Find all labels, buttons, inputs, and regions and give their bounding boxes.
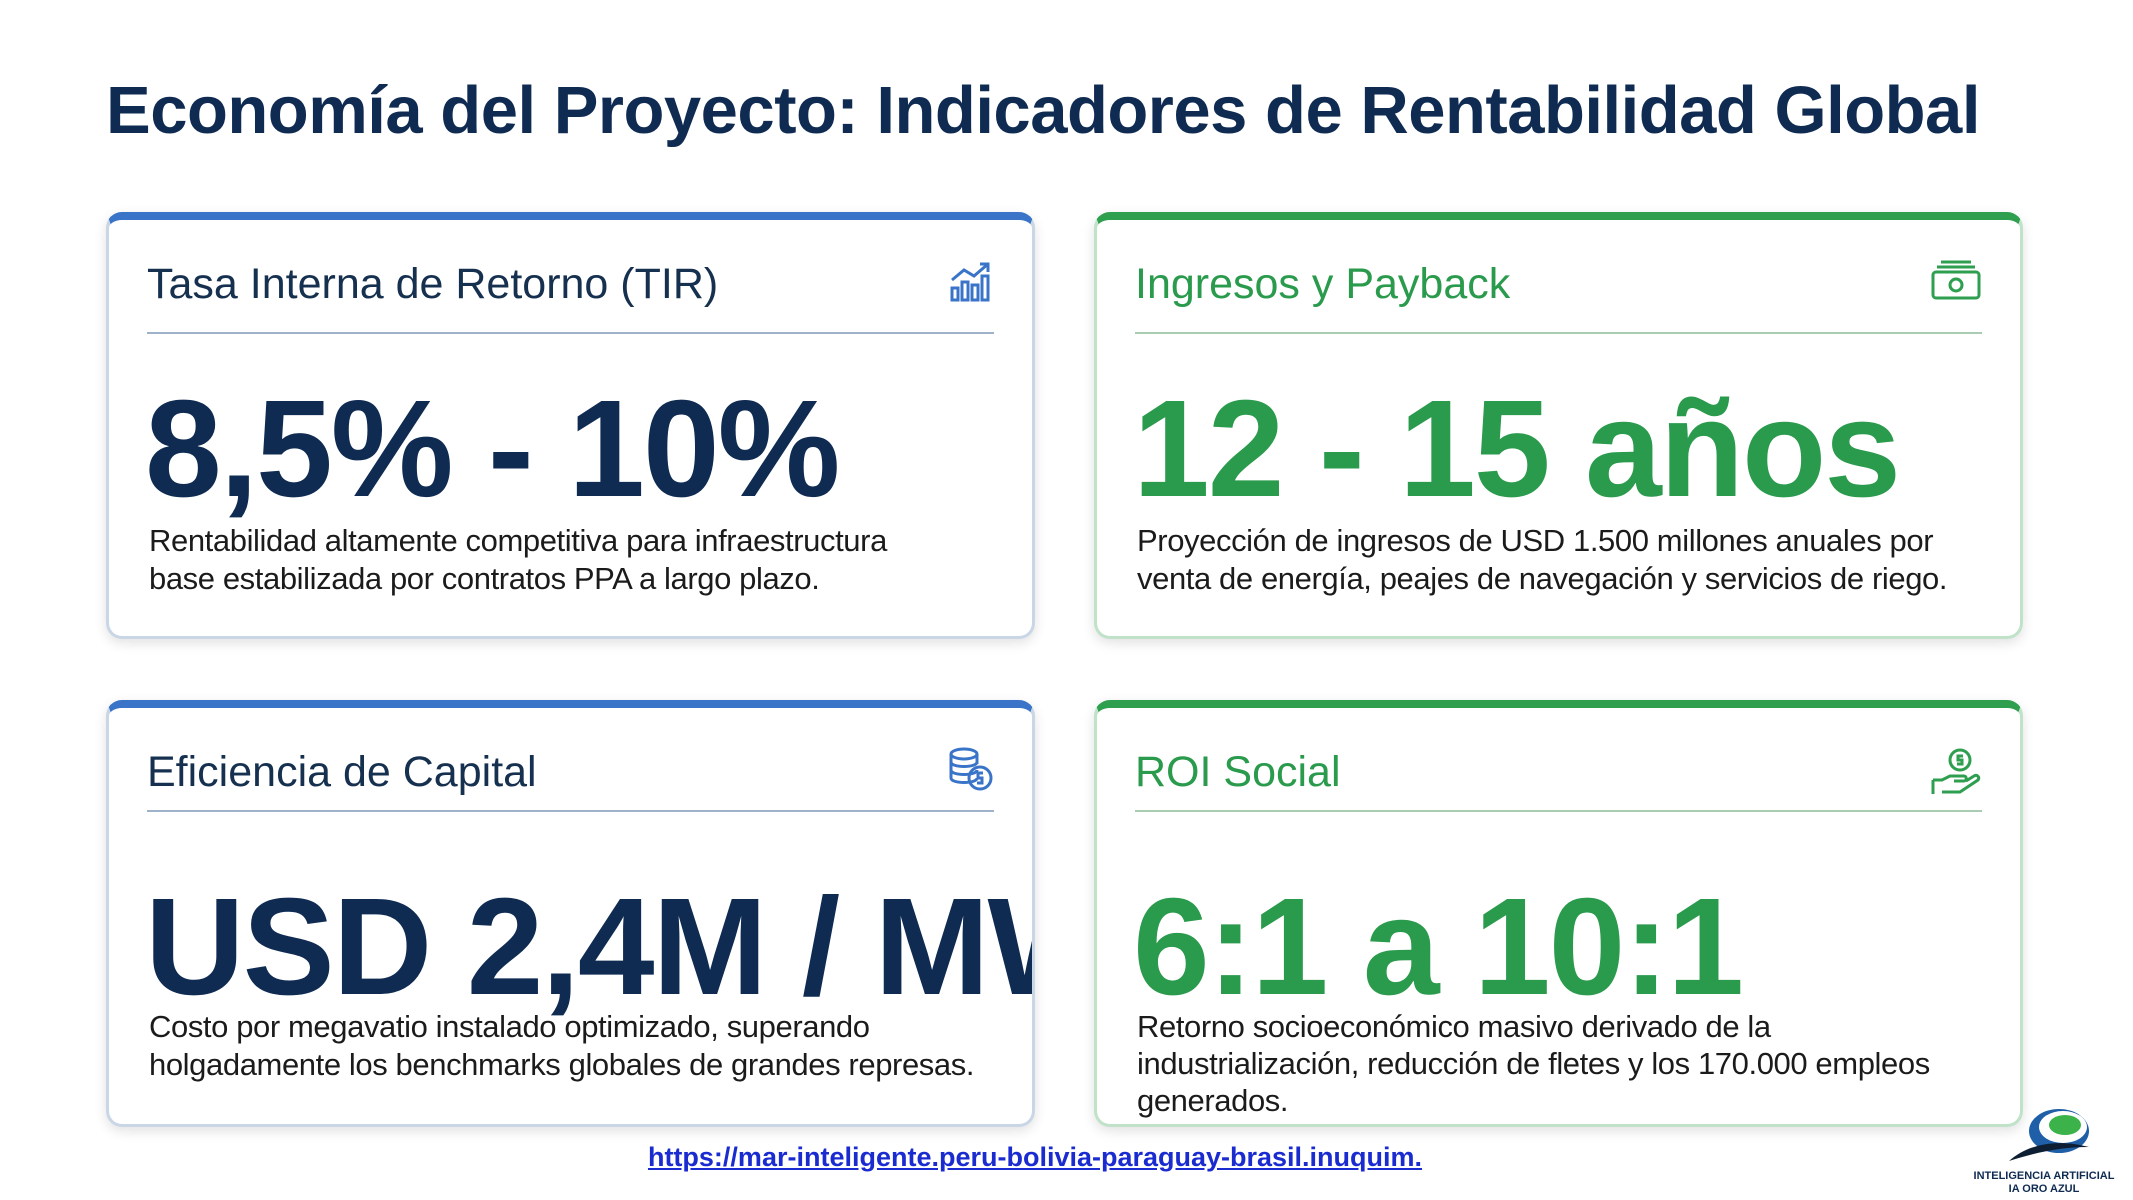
logo-text: IA ORO AZUL: [2008, 1183, 2080, 1195]
card: ROI Social 6:1 a 10:1 Retorno socioeconó…: [1094, 700, 2023, 1127]
description-line: holgadamente los benchmarks globales de …: [149, 1047, 975, 1082]
description-line: Rentabilidad altamente competitiva para …: [149, 523, 887, 558]
card-title: Tasa Interna de Retorno (TIR): [147, 260, 719, 308]
description-line: venta de energía, peajes de navegación y…: [1137, 561, 1948, 596]
card-value: 8,5% - 10%: [145, 372, 840, 526]
card-description: Costo por megavatio instalado optimizado…: [149, 1008, 974, 1084]
divider: [147, 332, 994, 334]
divider: [147, 810, 994, 812]
card-value: 6:1 a 10:1: [1133, 870, 1744, 1024]
page-title: Economía del Proyecto: Indicadores de Re…: [106, 73, 1980, 148]
description-line: generados.: [1137, 1083, 1289, 1118]
divider: [1135, 810, 1982, 812]
card-value: USD 2,4M / MW: [145, 870, 1035, 1024]
description-line: industrialización, reducción de fletes y…: [1137, 1046, 1930, 1081]
card-title: Ingresos y Payback: [1135, 260, 1511, 308]
description-line: Retorno socioeconómico masivo derivado d…: [1137, 1009, 1771, 1044]
description-line: Proyección de ingresos de USD 1.500 mill…: [1137, 523, 1934, 558]
description-line: base estabilizada por contratos PPA a la…: [149, 561, 820, 596]
description-line: Costo por megavatio instalado optimizado…: [149, 1009, 870, 1044]
card: Ingresos y Payback 12 - 15 años Proyecci…: [1094, 212, 2023, 639]
coins-icon: [949, 747, 993, 791]
money-icon: [1931, 260, 1981, 300]
card-title: Eficiencia de Capital: [147, 748, 537, 796]
chart-icon: [950, 262, 990, 302]
logo-text: INTELIGENCIA ARTIFICIAL: [1973, 1170, 2115, 1182]
card: Tasa Interna de Retorno (TIR) 8,5% - 10%…: [106, 212, 1035, 639]
logo-mark: [2009, 1109, 2089, 1161]
card-description: Proyección de ingresos de USD 1.500 mill…: [1137, 522, 1948, 598]
card-value: 12 - 15 años: [1133, 372, 1901, 526]
card-description: Rentabilidad altamente competitiva para …: [149, 522, 887, 598]
card-description: Retorno socioeconómico masivo derivado d…: [1137, 1008, 1930, 1119]
hand-coin-icon: [1931, 748, 1981, 794]
divider: [1135, 332, 1982, 334]
card-title: ROI Social: [1135, 748, 1341, 796]
logo: INTELIGENCIA ARTIFICIAL IA ORO AZUL: [1959, 1103, 2129, 1196]
footer-link[interactable]: https://mar-inteligente.peru-bolivia-par…: [647, 1142, 1423, 1172]
card: Eficiencia de Capital USD 2,4M / MW Cost…: [106, 700, 1035, 1127]
